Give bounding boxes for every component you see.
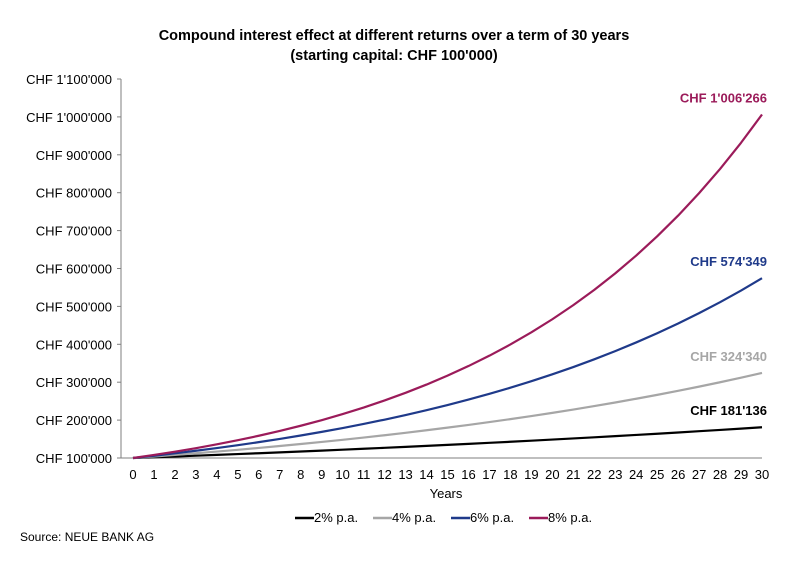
x-tick-label: 7 (276, 467, 283, 482)
y-tick-label: CHF 1'100'000 (26, 72, 112, 87)
end-labels: CHF 181'136 CHF 324'340 CHF 574'349 CHF 1'0… (680, 91, 767, 419)
y-tick-label: CHF 800'000 (36, 186, 112, 201)
x-tick-label: 18 (503, 467, 517, 482)
x-tick-label: 1 (150, 467, 157, 482)
y-tick-label: CHF 700'000 (36, 224, 112, 239)
x-tick-label: 5 (234, 467, 241, 482)
source-note: Source: NEUE BANK AG (20, 530, 154, 544)
x-axis-title: Years (430, 486, 463, 501)
chart-title-line-2: (starting capital: CHF 100'000) (290, 48, 497, 64)
legend: 2% p.a. 4% p.a. 6% p.a. 8% p.a. (295, 510, 592, 525)
x-tick-label: 27 (692, 467, 706, 482)
x-tick-label: 26 (671, 467, 685, 482)
y-tick-label: CHF 1'000'000 (26, 110, 112, 125)
x-tick-label: 16 (461, 467, 475, 482)
series-line-2-p-a (132, 426, 763, 460)
legend-entry-label: 6% p.a. (470, 510, 514, 525)
x-tick-label: 19 (524, 467, 538, 482)
x-tick-label: 6 (255, 467, 262, 482)
x-tick-label: 0 (129, 467, 136, 482)
x-tick-label: 13 (398, 467, 412, 482)
x-tick-label: 12 (377, 467, 391, 482)
x-tick-label: 29 (734, 467, 748, 482)
x-tick-label: 25 (650, 467, 664, 482)
y-tick-label: CHF 300'000 (36, 375, 112, 390)
x-tick-label: 11 (357, 467, 371, 482)
x-tick-label: 21 (566, 467, 580, 482)
chart-title-line-1: Compound interest effect at different re… (159, 28, 630, 44)
legend-entry-label: 2% p.a. (314, 510, 358, 525)
y-tick-label: CHF 600'000 (36, 262, 112, 277)
series-line-4-p-a (132, 371, 763, 460)
x-tick-label: 10 (335, 467, 349, 482)
x-tick-label: 8 (297, 467, 304, 482)
x-tick-label: 15 (440, 467, 454, 482)
y-tick-label: CHF 900'000 (36, 148, 112, 163)
x-tick-label: 9 (318, 467, 325, 482)
x-tick-label: 4 (213, 467, 220, 482)
x-tick-label: 14 (419, 467, 433, 482)
x-tick-label: 24 (629, 467, 643, 482)
end-value-label: CHF 1'006'266 (680, 91, 767, 106)
x-tick-label: 30 (755, 467, 769, 482)
y-tick-label: CHF 400'000 (36, 337, 112, 352)
series-line-6-p-a (132, 277, 763, 460)
x-tick-label: 22 (587, 467, 601, 482)
end-value-label: CHF 181'136 (690, 403, 767, 418)
x-tick-label: 20 (545, 467, 559, 482)
series-line-8-p-a (132, 113, 763, 460)
end-value-label: CHF 324'340 (690, 349, 767, 364)
x-tick-label: 2 (171, 467, 178, 482)
x-tick-label: 23 (608, 467, 622, 482)
y-axis: CHF 100'000 CHF 200'000 CHF 300'000 CHF 400… (26, 72, 122, 466)
x-tick-label: 3 (192, 467, 199, 482)
y-tick-label: CHF 200'000 (36, 413, 112, 428)
y-tick-label: CHF 500'000 (36, 299, 112, 314)
series-lines (132, 113, 763, 460)
legend-entry-label: 8% p.a. (548, 510, 592, 525)
y-tick-label: CHF 100'000 (36, 451, 112, 466)
legend-entry-label: 4% p.a. (392, 510, 436, 525)
x-axis: 0 1 2 3 4 5 6 7 8 9 10 11 12 13 14 15 16 17 18 19 20 21 22 23 24… (121, 457, 769, 482)
x-tick-label: 17 (482, 467, 496, 482)
x-tick-label: 28 (713, 467, 727, 482)
end-value-label: CHF 574'349 (690, 254, 767, 269)
